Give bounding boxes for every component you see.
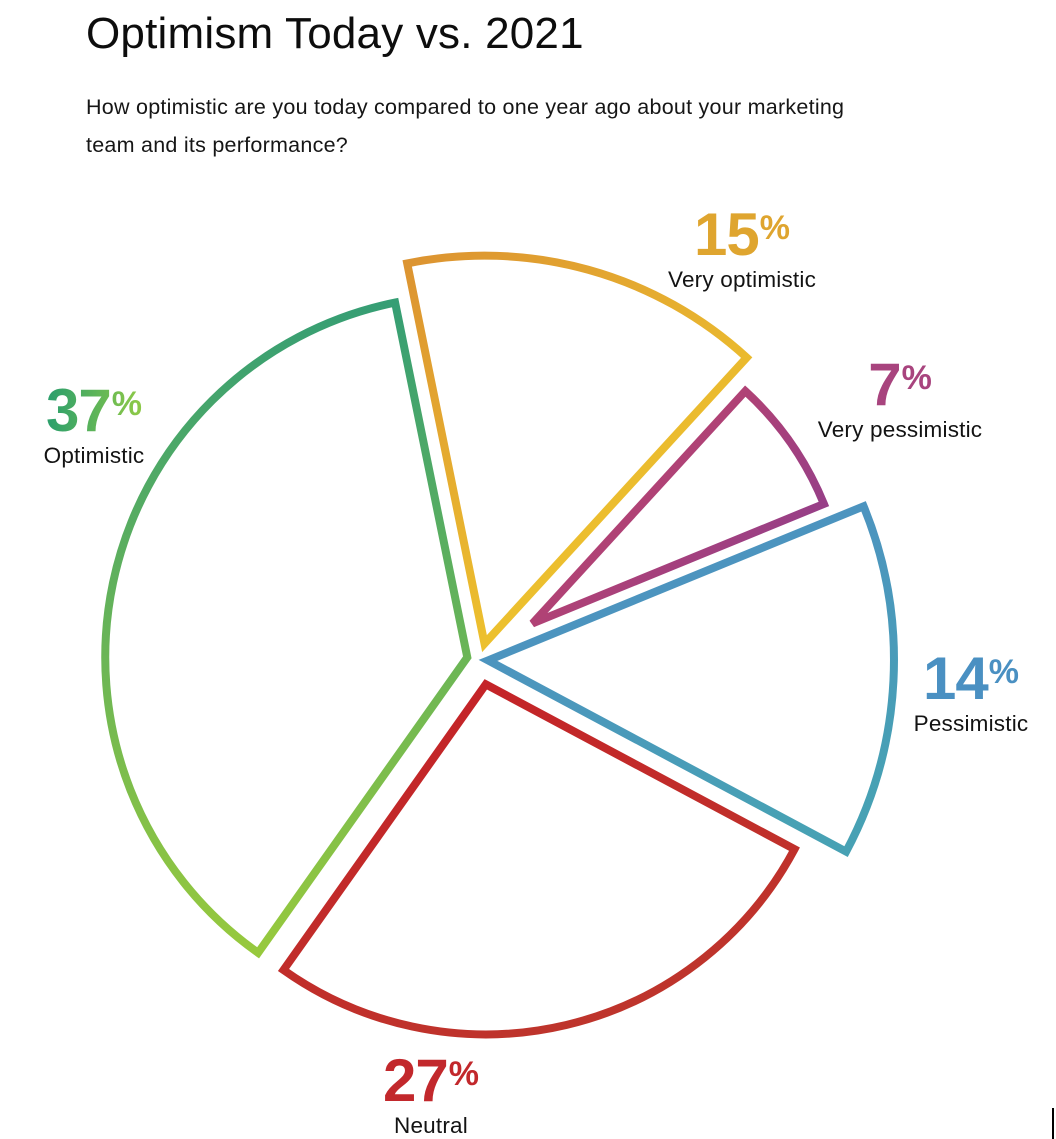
pie-slice-very-pessimistic [529,385,830,628]
slice-label: Optimistic [43,443,145,468]
text-cursor-artifact [1052,1108,1054,1139]
percent-number: 7 [868,351,901,418]
slice-percent-value: 14% [914,646,1029,709]
percent-sign: % [111,385,142,423]
slice-percent-value: 15% [668,202,816,265]
pie-slice-optimistic [101,297,472,959]
slice-label: Neutral [394,1113,468,1138]
percent-number: 27 [383,1047,449,1114]
percent-sign: % [759,209,790,247]
subtitle-line-2: team and its performance? [86,133,348,157]
chart-subtitle: How optimistic are you today compared to… [86,88,844,164]
slice-percent-value: 7% [818,352,983,415]
slice-callout-very-optimistic: 15% Very optimistic [668,202,816,293]
percent-sign: % [448,1055,479,1093]
subtitle-line-1: How optimistic are you today compared to… [86,95,845,119]
pie-slice-pessimistic [478,501,898,858]
slice-label: Pessimistic [913,711,1029,736]
slice-label: Very pessimistic [817,417,983,442]
percent-sign: % [901,359,932,397]
percent-number: 37 [46,377,111,444]
slice-callout-optimistic: 37% Optimistic [44,378,145,469]
pie-slice-neutral [277,679,800,1039]
page-title: Optimism Today vs. 2021 [86,9,584,58]
slice-percent-value: 27% [383,1048,479,1111]
pie-slice-very-optimistic [402,251,753,653]
slice-callout-pessimistic: 14% Pessimistic [914,646,1029,737]
percent-number: 14 [923,645,989,712]
slice-label: Very optimistic [667,267,817,292]
percent-number: 15 [694,201,760,268]
percent-sign: % [988,653,1019,691]
slice-callout-neutral: 27% Neutral [383,1048,479,1139]
slice-callout-very-pessimistic: 7% Very pessimistic [818,352,983,443]
slice-percent-value: 37% [44,378,145,437]
